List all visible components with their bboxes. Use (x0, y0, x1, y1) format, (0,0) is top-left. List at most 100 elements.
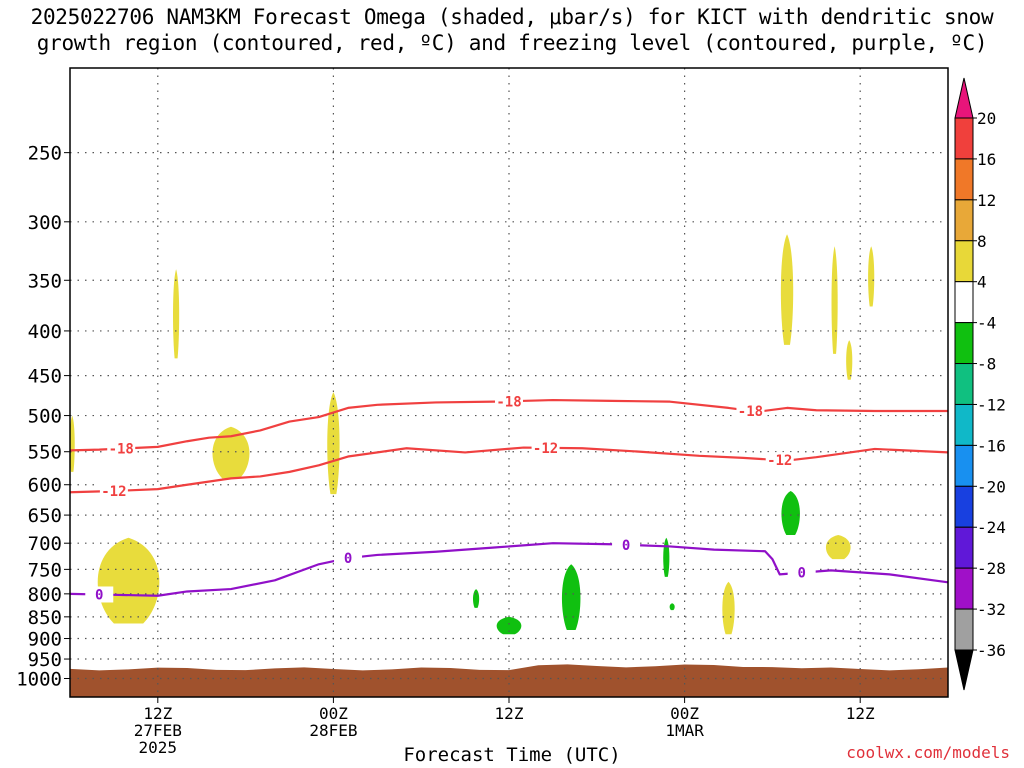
x-tick-label-1-0: 00Z (319, 704, 348, 723)
x-tick-label-0-0: 12Z (143, 704, 172, 723)
colorbar-band-5 (954, 322, 974, 365)
colorbar-label-3: 8 (977, 232, 987, 251)
colorbar-label-12: -32 (977, 600, 1006, 619)
colorbar-label-5: -4 (977, 314, 996, 333)
colorbar-label-13: -36 (977, 641, 1006, 660)
colorbar-band-10 (954, 526, 974, 569)
omega-patch-positive-8 (846, 340, 853, 380)
contour-line-0 (69, 398, 948, 452)
colorbar-band-7 (954, 403, 974, 446)
colorbar-top-arrow (954, 77, 974, 119)
omega-patch-negative-16 (669, 603, 675, 611)
contour-label-2-2: 0 (622, 538, 630, 554)
colorbar-band-12 (954, 608, 974, 651)
title-line-2: growth region (contoured, red, ºC) and f… (36, 31, 988, 55)
colorbar-label-10: -24 (977, 518, 1006, 537)
contour-label-0-0: -18 (109, 442, 134, 458)
y-tick-label-800: 800 (28, 584, 62, 606)
contour-label-bg-1-1 (531, 439, 560, 456)
colorbar-band-6 (954, 363, 974, 405)
y-tick-label-950: 950 (28, 649, 62, 671)
colorbar-band-4 (954, 281, 974, 324)
contour-label-bg-2-3 (787, 564, 816, 581)
x-tick-label-0-2: 2025 (139, 738, 178, 757)
contour-label-bg-0-2 (736, 402, 765, 419)
plot-frame (69, 67, 949, 698)
y-tick-label-750: 750 (28, 559, 62, 581)
contour-label-bg-2-1 (334, 550, 363, 567)
contour-label-bg-1-2 (765, 452, 794, 469)
colorbar-label-6: -8 (977, 355, 996, 374)
contour-line-2 (69, 542, 949, 597)
y-tick-label-400: 400 (28, 321, 62, 343)
contour-label-1-1: -12 (533, 441, 558, 457)
x-tick-label-3-1: 1MAR (665, 721, 704, 740)
omega-patch-positive-2 (212, 426, 250, 479)
contour-label-1-2: -12 (767, 453, 792, 469)
contour-label-0-2: -18 (738, 404, 763, 420)
omega-patch-negative-14 (496, 616, 522, 635)
y-tick-label-550: 550 (28, 442, 62, 464)
omega-patch-negative-12 (663, 537, 670, 577)
colorbar-label-0: 20 (977, 109, 996, 128)
surface-terrain (70, 664, 948, 697)
y-tick-label-250: 250 (28, 143, 62, 165)
x-tick-label-0-1: 27FEB (134, 721, 182, 740)
omega-patch-negative-13 (561, 564, 581, 631)
colorbar-label-4: 4 (977, 273, 987, 292)
omega-patch-negative-15 (472, 589, 480, 608)
colorbar-band-11 (954, 567, 974, 610)
y-tick-label-500: 500 (28, 406, 62, 428)
contour-label-0-1: -18 (496, 394, 521, 410)
omega-patch-positive-9 (825, 534, 851, 560)
colorbar-label-8: -16 (977, 436, 1006, 455)
title-line-1: 2025022706 NAM3KM Forecast Omega (shaded… (30, 5, 994, 29)
y-tick-label-1000: 1000 (16, 668, 62, 690)
x-axis-label: Forecast Time (UTC) (403, 744, 621, 766)
colorbar-band-3 (954, 240, 974, 283)
contour-label-bg-2-2 (612, 536, 641, 553)
colorbar-label-11: -28 (977, 559, 1006, 578)
omega-patch-positive-1 (173, 269, 180, 359)
x-tick-label-1-1: 28FEB (309, 721, 357, 740)
y-tick-label-450: 450 (28, 366, 62, 388)
chart-title: 2025022706 NAM3KM Forecast Omega (shaded… (0, 4, 1024, 56)
plot-area (70, 68, 948, 697)
colorbar-band-9 (954, 485, 974, 528)
contour-label-bg-1-0 (99, 482, 128, 499)
x-tick-label-2-0: 12Z (495, 704, 524, 723)
colorbar-label-1: 16 (977, 150, 996, 169)
omega-patch-positive-0 (69, 415, 75, 472)
y-tick-label-700: 700 (28, 533, 62, 555)
colorbar-band-8 (954, 444, 974, 487)
x-tick-label-4-0: 12Z (846, 704, 875, 723)
colorbar-label-7: -12 (977, 395, 1006, 414)
y-tick-label-600: 600 (28, 475, 62, 497)
colorbar-band-2 (954, 199, 974, 242)
y-tick-label-850: 850 (28, 607, 62, 629)
contour-label-2-3: 0 (797, 566, 805, 582)
contour-label-bg-2-0 (85, 586, 114, 603)
contour-label-1-0: -12 (101, 484, 126, 500)
credit-text: coolwx.com/models (846, 743, 1010, 762)
colorbar-band-1 (954, 158, 974, 201)
contour-label-bg-0-1 (495, 393, 523, 410)
omega-patch-positive-6 (831, 246, 838, 354)
y-tick-label-350: 350 (28, 270, 62, 292)
contour-label-2-1: 0 (344, 551, 352, 567)
omega-patch-positive-10 (722, 581, 735, 635)
colorbar-label-9: -20 (977, 477, 1006, 496)
omega-patch-positive-7 (868, 246, 875, 307)
y-tick-label-650: 650 (28, 505, 62, 527)
colorbar-label-2: 12 (977, 191, 996, 210)
colorbar-band-0 (954, 117, 974, 160)
y-tick-label-300: 300 (28, 212, 62, 234)
x-tick-label-3-0: 00Z (670, 704, 699, 723)
omega-patch-positive-5 (780, 234, 794, 345)
contour-label-bg-0-0 (107, 440, 136, 457)
contour-label-2-0: 0 (95, 587, 103, 603)
colorbar-bottom-arrow (954, 649, 974, 691)
y-tick-label-900: 900 (28, 629, 62, 651)
omega-patch-negative-11 (781, 490, 800, 535)
